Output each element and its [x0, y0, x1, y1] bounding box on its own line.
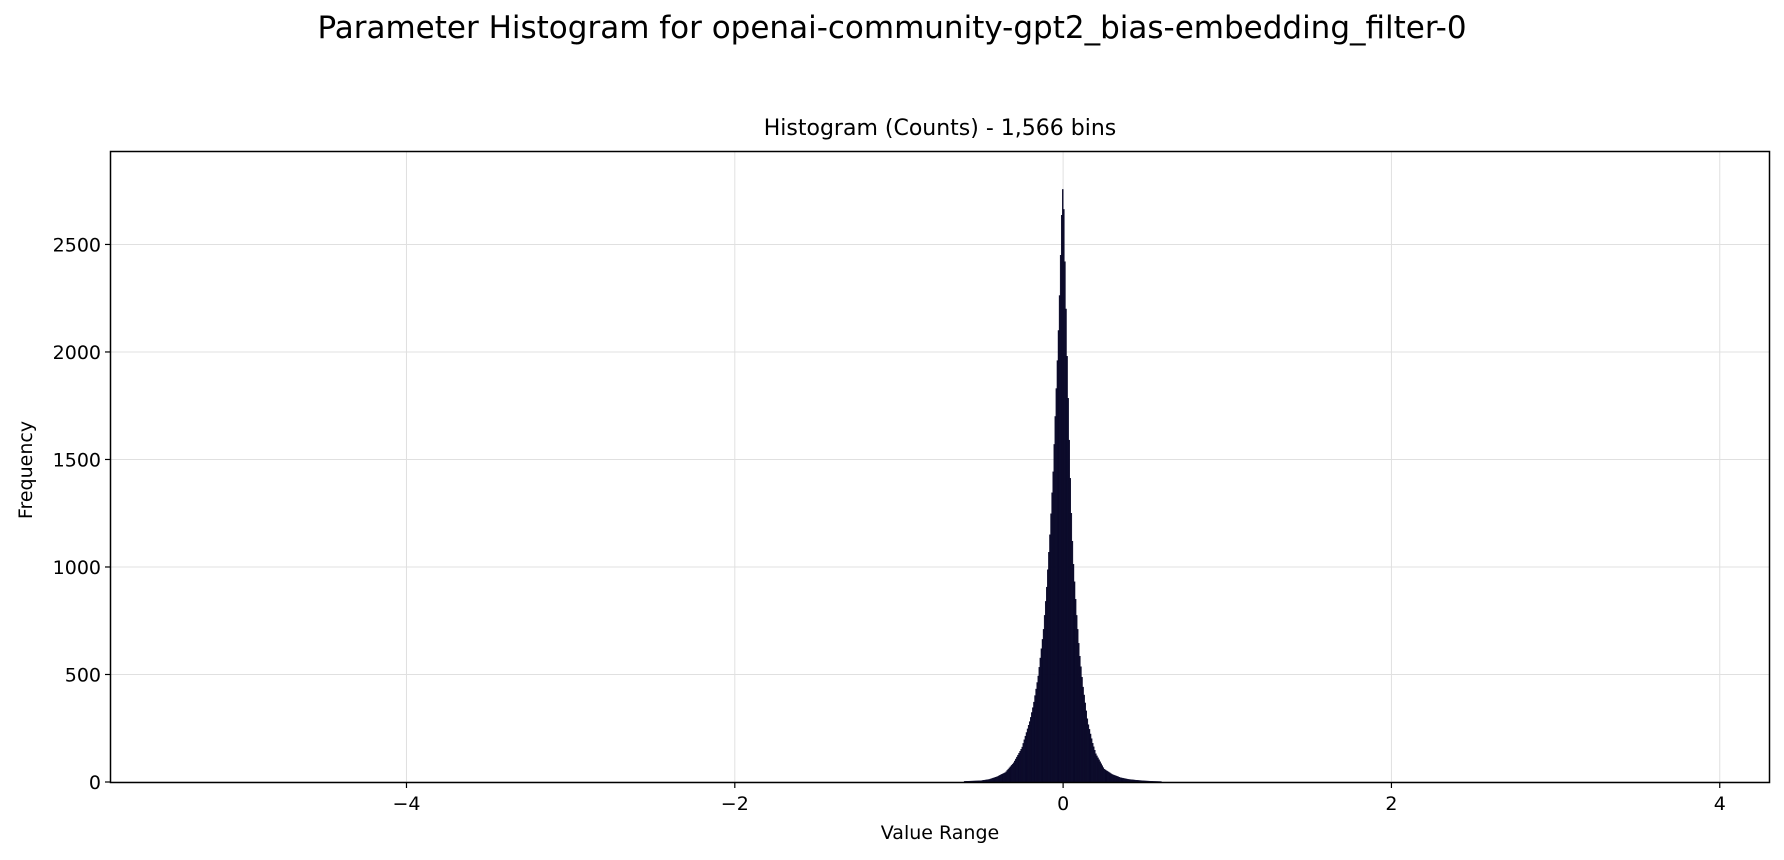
y-tick-label: 1500 — [53, 449, 101, 471]
y-tick-label: 0 — [89, 772, 101, 794]
y-axis-label: Frequency — [15, 420, 37, 520]
gridlines — [111, 152, 1769, 783]
chart-title: Parameter Histogram for openai-community… — [317, 10, 1467, 46]
axes-title: Histogram (Counts) - 1,566 bins — [763, 116, 1117, 141]
x-tick-label: 2 — [1385, 793, 1397, 815]
x-tick-label: −4 — [392, 793, 420, 815]
x-tick-label: −2 — [721, 793, 749, 815]
axis-ticks: −4 −2 0 2 4 0 500 1000 1500 2000 2500 — [53, 234, 1726, 815]
y-tick-label: 2500 — [53, 234, 101, 256]
plot-frame — [109, 150, 1771, 784]
y-tick-label: 500 — [65, 664, 101, 686]
x-tick-label: 4 — [1714, 793, 1726, 815]
histogram-bars — [963, 189, 1162, 783]
y-tick-label: 1000 — [53, 557, 101, 579]
y-tick-label: 2000 — [53, 342, 101, 364]
x-tick-label: 0 — [1057, 793, 1069, 815]
x-axis-label: Value Range — [880, 822, 1000, 844]
